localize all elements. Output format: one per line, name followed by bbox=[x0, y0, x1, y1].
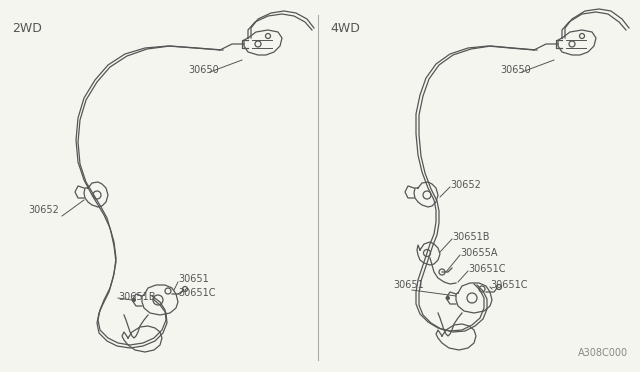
Text: 30651: 30651 bbox=[178, 274, 209, 284]
Text: 30650: 30650 bbox=[500, 65, 531, 75]
Text: 30650: 30650 bbox=[188, 65, 219, 75]
Text: 30651B: 30651B bbox=[118, 292, 156, 302]
Circle shape bbox=[132, 298, 136, 302]
Circle shape bbox=[446, 296, 450, 300]
Text: 2WD: 2WD bbox=[12, 22, 42, 35]
Text: 30651C: 30651C bbox=[468, 264, 506, 274]
Text: 30652: 30652 bbox=[28, 205, 59, 215]
Text: 30655A: 30655A bbox=[460, 248, 497, 258]
Text: A308C000: A308C000 bbox=[578, 348, 628, 358]
Text: 4WD: 4WD bbox=[330, 22, 360, 35]
Text: 30652: 30652 bbox=[450, 180, 481, 190]
Text: 30651C: 30651C bbox=[490, 280, 527, 290]
Text: 30651C: 30651C bbox=[178, 288, 216, 298]
Text: 30651B: 30651B bbox=[452, 232, 490, 242]
Text: 30651: 30651 bbox=[393, 280, 424, 290]
